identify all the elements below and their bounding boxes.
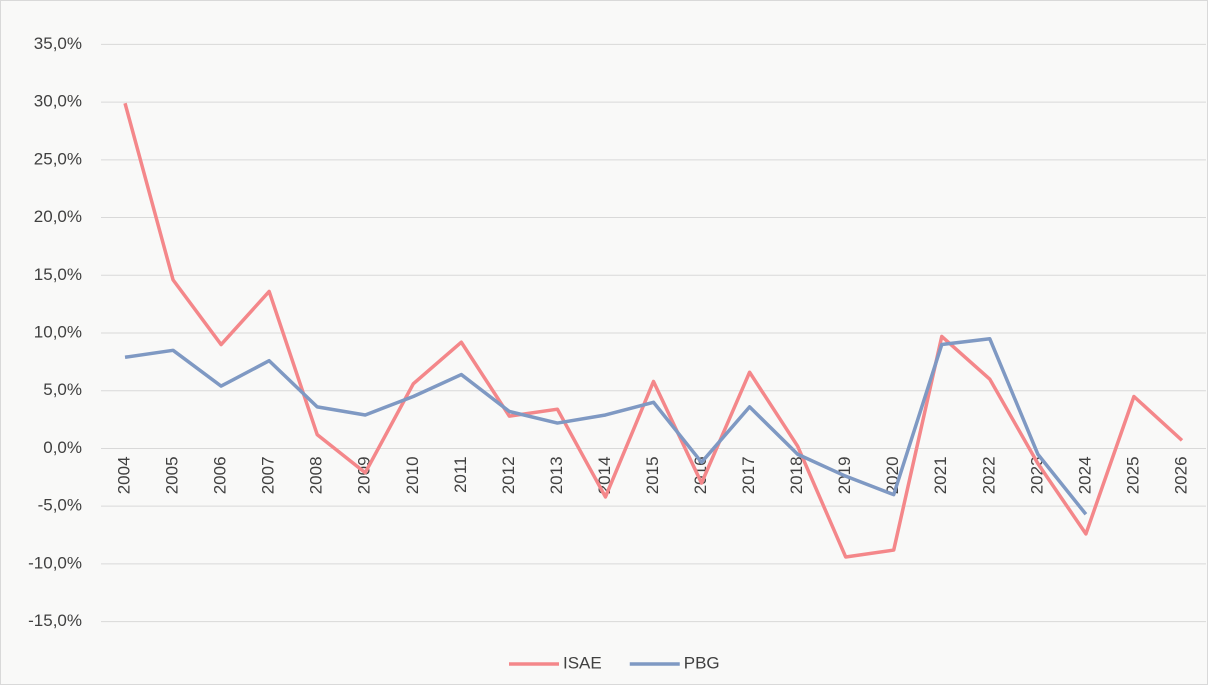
line-series: [124, 337, 1088, 516]
x-tick-label: 2014: [595, 456, 614, 494]
x-tick-label: 2015: [643, 456, 662, 494]
y-tick-label: 0,0%: [43, 438, 82, 457]
y-tick-label: 10,0%: [34, 322, 82, 341]
line-series: [123, 102, 1184, 559]
x-tick-label: 2010: [403, 456, 422, 494]
y-tick-label: 15,0%: [34, 265, 82, 284]
y-tick-label: 25,0%: [34, 149, 82, 168]
x-tick-label: 2016: [691, 456, 710, 494]
y-tick-label: -5,0%: [38, 496, 82, 515]
x-tick-label: 2012: [499, 456, 518, 494]
x-tick-label: 2004: [115, 456, 134, 494]
x-tick-label: 2025: [1123, 456, 1142, 494]
y-tick-label: -10,0%: [28, 553, 82, 572]
x-tick-label: 2021: [931, 456, 950, 494]
x-tick-label: 2007: [259, 456, 278, 494]
x-tick-label: 2022: [979, 456, 998, 494]
y-tick-label: -15,0%: [28, 611, 82, 630]
legend-label: PBG: [684, 653, 720, 672]
x-tick-label: 2006: [211, 456, 230, 494]
x-tick-label: 2011: [451, 456, 470, 493]
x-tick-label: 2008: [307, 456, 326, 494]
x-tick-label: 2005: [163, 456, 182, 494]
legend-label: ISAE: [563, 653, 602, 672]
y-tick-label: 5,0%: [43, 380, 82, 399]
y-tick-label: 30,0%: [34, 92, 82, 111]
x-tick-label: 2017: [739, 456, 758, 494]
x-tick-label: 2018: [787, 456, 806, 494]
x-tick-label: 2026: [1171, 456, 1190, 494]
x-tick-label: 2013: [547, 456, 566, 494]
x-tick-label: 2024: [1075, 456, 1094, 494]
y-tick-label: 20,0%: [34, 207, 82, 226]
y-tick-label: 35,0%: [34, 34, 82, 53]
